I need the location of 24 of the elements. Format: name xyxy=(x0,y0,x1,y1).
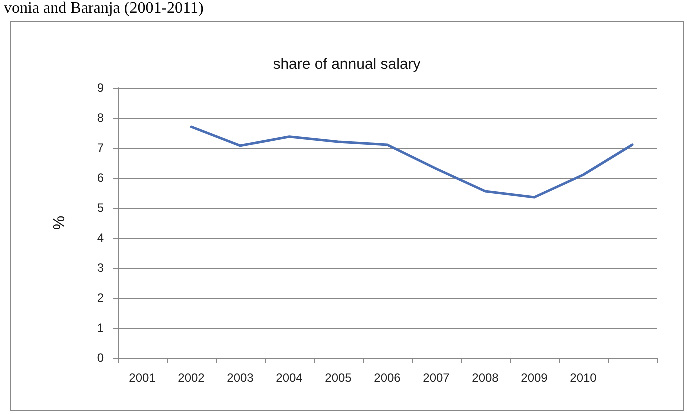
y-tick-label: 9 xyxy=(97,81,104,95)
y-tick-label: 8 xyxy=(97,111,104,125)
x-tick-label: 2009 xyxy=(521,371,548,385)
chart-title: share of annual salary xyxy=(273,56,422,73)
y-tick-label: 2 xyxy=(97,291,104,305)
x-tick-label: 2003 xyxy=(227,371,254,385)
line-series xyxy=(190,126,634,199)
y-tick-label: 0 xyxy=(97,351,104,365)
y-tick-label: 5 xyxy=(97,201,104,215)
y-tick-label: 7 xyxy=(97,141,104,155)
x-tick-label: 2005 xyxy=(325,371,352,385)
x-tick-label: 2007 xyxy=(423,371,450,385)
x-tick-label: 2001 xyxy=(129,371,156,385)
text: vonia and Baranja (2001-2011) xyxy=(4,0,204,18)
x-tick-label: 2004 xyxy=(276,371,304,385)
y-tick-label: 3 xyxy=(97,261,104,275)
y-tick-label: 6 xyxy=(97,171,104,185)
y-tick-label: 4 xyxy=(97,231,104,245)
y-axis-title: % xyxy=(52,216,68,230)
x-tick-label: 2010 xyxy=(570,371,598,385)
x-tick-label: 2002 xyxy=(178,371,206,385)
y-tick-label: 1 xyxy=(97,321,104,335)
x-tick-label: 2006 xyxy=(374,371,402,385)
x-tick-label: 2008 xyxy=(472,371,500,385)
